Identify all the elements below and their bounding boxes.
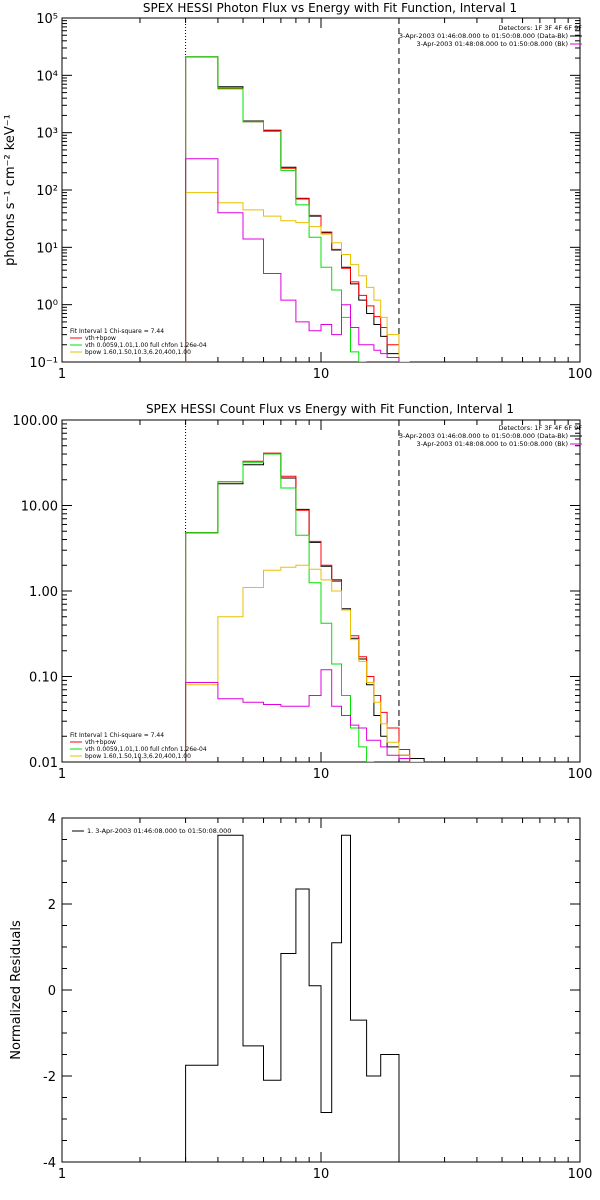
series-bk <box>185 158 400 362</box>
legend-entry-bpow: bpow 1.60,1.50,10.3,6.20,400,1.00 <box>85 349 191 356</box>
series-vth <box>185 453 374 762</box>
photon-flux-plot-area: 1 10 100 10⁻¹ 10⁰ 10¹ 10² 10³ 10⁴ 10⁵ <box>29 12 592 382</box>
detectors-label: Detectors: 1F 3F 4F 6F 9F <box>498 424 582 432</box>
residuals-ylabel: Normalized Residuals <box>9 920 24 1060</box>
y-tick-label: 10⁻¹ <box>29 356 58 371</box>
legend-entry-bk: 3-Apr-2003 01:48:08.000 to 01:50:08.000 … <box>417 440 568 448</box>
y-tick-label: 10¹ <box>36 241 58 256</box>
photon-flux-panel: SPEX HESSI Photon Flux vs Energy with Fi… <box>3 1 592 382</box>
y-tick-label: 10⁵ <box>36 12 58 27</box>
y-tick-label: 10.00 <box>21 500 58 515</box>
count-flux-legend-bottom-left: Fit Interval 1 Chi-square = 7.44 vth+bpo… <box>70 732 207 760</box>
series-vth <box>185 56 367 362</box>
series-1-3-apr-2003-01-46-08-000-to-01-50-08-000 <box>185 834 400 1162</box>
y-tick-label: 2 <box>48 898 56 913</box>
count-flux-legend-top-right: Detectors: 1F 3F 4F 6F 9F 3-Apr-2003 01:… <box>399 424 582 448</box>
legend-entry-vth: vth 0.0059,1.01,1.00 full chfon 1.26e-04 <box>85 746 207 753</box>
series-bpow <box>185 192 410 362</box>
count-flux-title: SPEX HESSI Count Flux vs Energy with Fit… <box>146 402 514 416</box>
series-vth-bpow <box>185 452 425 762</box>
x-tick-label: 1 <box>58 767 66 782</box>
legend-entry-bk: 3-Apr-2003 01:48:08.000 to 01:50:08.000 … <box>417 40 568 48</box>
residuals-panel: 1 10 100 -4 -2 0 2 4 Normalized Residuals 1. 3-… <box>9 812 592 1182</box>
y-tick-label: 10³ <box>36 127 58 142</box>
x-tick-label: 100 <box>568 1167 593 1182</box>
x-tick-label: 100 <box>568 367 593 382</box>
y-tick-label: 0.10 <box>29 671 58 686</box>
photon-flux-title: SPEX HESSI Photon Flux vs Energy with Fi… <box>143 1 517 15</box>
series-data-bk <box>185 453 425 762</box>
y-tick-label: 4 <box>48 812 56 827</box>
y-tick-label: -2 <box>43 1070 56 1085</box>
y-tick-label: 10⁰ <box>36 299 58 314</box>
y-tick-label: -4 <box>43 1156 56 1171</box>
y-tick-label: 0 <box>48 984 56 999</box>
legend-entry-vth-bpow: vth+bpow <box>85 739 116 746</box>
y-tick-label: 10⁴ <box>36 69 58 84</box>
residuals-legend: 1. 3-Apr-2003 01:46:08.000 to 01:50:08.0… <box>72 827 231 835</box>
detectors-label: Detectors: 1F 3F 4F 6F 9F <box>498 24 582 32</box>
series-bk <box>185 669 411 762</box>
y-tick-label: 10² <box>36 184 58 199</box>
x-tick-label: 1 <box>58 1167 66 1182</box>
photon-flux-ylabel: photons s⁻¹ cm⁻² keV⁻¹ <box>3 114 18 266</box>
fit-interval-label: Fit Interval 1 Chi-square = 7.44 <box>70 328 164 335</box>
legend-entry-vth-bpow: vth+bpow <box>85 335 116 342</box>
x-tick-label: 10 <box>313 367 330 382</box>
plot-frame <box>61 17 581 363</box>
x-tick-label: 10 <box>313 767 330 782</box>
fit-interval-label: Fit Interval 1 Chi-square = 7.44 <box>70 732 164 739</box>
x-tick-label: 1 <box>58 367 66 382</box>
legend-entry-data-bk: 3-Apr-2003 01:46:08.000 to 01:50:08.000 … <box>399 432 568 440</box>
count-flux-panel: SPEX HESSI Count Flux vs Energy with Fit… <box>13 402 593 782</box>
series-bpow <box>185 564 425 762</box>
x-tick-label: 100 <box>568 767 593 782</box>
legend-entry-data-bk: 3-Apr-2003 01:46:08.000 to 01:50:08.000 … <box>399 32 568 40</box>
y-tick-label: 1.00 <box>29 585 58 600</box>
photon-flux-legend-top-right: Detectors: 1F 3F 4F 6F 9F 3-Apr-2003 01:… <box>399 24 582 48</box>
x-tick-label: 10 <box>313 1167 330 1182</box>
count-flux-plot-area: 1 10 100 0.01 0.10 1.00 10.00 100.00 <box>13 414 593 782</box>
residuals-plot-area: 1 10 100 -4 -2 0 2 4 <box>43 812 592 1182</box>
legend-entry-bpow: bpow 1.60,1.50,10.3,6.20,400,1.00 <box>85 753 191 760</box>
legend-entry-residual: 1. 3-Apr-2003 01:46:08.000 to 01:50:08.0… <box>87 827 231 835</box>
y-tick-label: 0.01 <box>29 756 58 771</box>
photon-flux-legend-bottom-left: Fit Interval 1 Chi-square = 7.44 vth+bpo… <box>70 328 207 356</box>
y-tick-label: 100.00 <box>13 414 59 429</box>
legend-entry-vth: vth 0.0059,1.01,1.00 full chfon 1.26e-04 <box>85 342 207 349</box>
